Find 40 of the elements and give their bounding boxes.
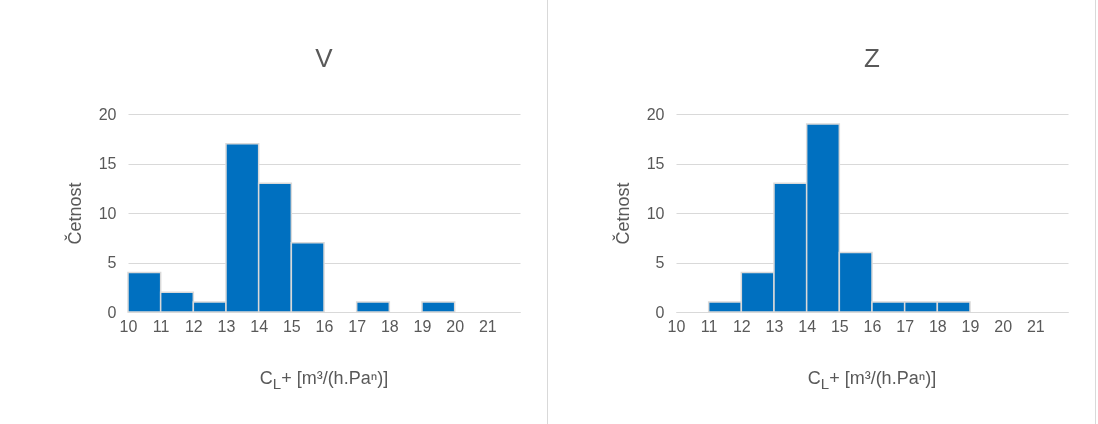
y-tick-label: 15 <box>646 155 665 172</box>
x-tick-label: 17 <box>348 317 367 335</box>
x-tick-label: 11 <box>152 317 170 335</box>
x-axis-title: C$_{L}$+ [m³/(h.Paⁿ)] <box>806 368 938 392</box>
y-axis-title: Četnost <box>63 182 85 245</box>
y-tick-label: 0 <box>107 303 117 321</box>
x-tick-label: 21 <box>1026 317 1045 335</box>
y-tick-label: 20 <box>98 105 117 123</box>
x-tick-label: 14 <box>798 317 817 335</box>
x-tick-label: 10 <box>119 317 138 335</box>
chart-title: V <box>315 43 334 73</box>
x-tick-label: 13 <box>217 317 236 335</box>
y-tick-label: 5 <box>655 254 665 271</box>
x-tick-label: 13 <box>765 317 784 335</box>
x-tick-label: 16 <box>863 317 882 335</box>
x-tick-label: 16 <box>315 317 334 335</box>
x-tick-label: 12 <box>184 317 203 335</box>
chart-title: Z <box>864 43 881 73</box>
x-tick-label: 19 <box>961 317 980 335</box>
x-tick-label: 17 <box>896 317 915 335</box>
x-tick-label: 20 <box>446 317 465 335</box>
y-axis-title: Četnost <box>611 182 633 245</box>
y-tick-label: 15 <box>98 155 117 172</box>
x-tick-label: 19 <box>413 317 432 335</box>
x-tick-label: 21 <box>478 317 497 335</box>
y-tick-label: 5 <box>107 254 117 271</box>
y-tick-label: 10 <box>98 204 117 222</box>
x-tick-label: 12 <box>732 317 751 335</box>
x-tick-label: 15 <box>830 317 849 335</box>
x-tick-label: 18 <box>380 317 399 335</box>
x-tick-label: 20 <box>994 317 1013 335</box>
x-axis-title: C$_{L}$+ [m³/(h.Paⁿ)] <box>258 368 390 392</box>
y-tick-label: 10 <box>646 204 665 222</box>
x-tick-label: 18 <box>928 317 947 335</box>
x-tick-label: 14 <box>250 317 269 335</box>
x-tick-label: 15 <box>282 317 301 335</box>
x-tick-label: 10 <box>667 317 686 335</box>
x-tick-label: 11 <box>700 317 718 335</box>
y-tick-label: 20 <box>646 105 665 123</box>
y-tick-label: 0 <box>655 303 665 321</box>
